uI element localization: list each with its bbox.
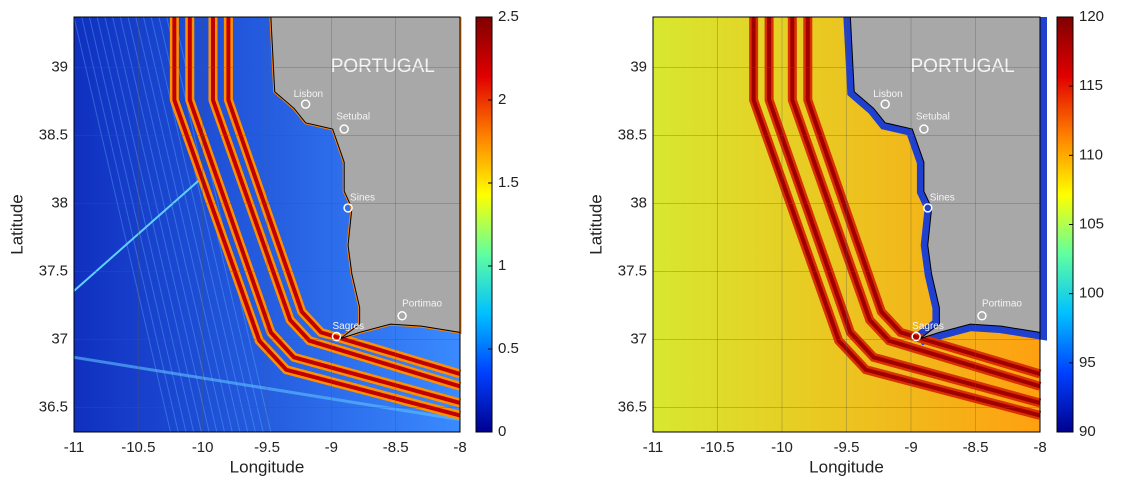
y-tick-label: 38 [630, 194, 647, 211]
colorbar-tick-label: 0.5 [498, 340, 519, 357]
city-label: Setubal [336, 112, 370, 123]
city-marker [880, 99, 890, 109]
x-tick-label: -8 [1033, 439, 1046, 456]
track [112, 16, 210, 433]
shipping-lane [790, 17, 1041, 389]
x-tick-label: -10.5 [700, 439, 734, 456]
x-tick-label: -9 [904, 439, 917, 456]
colorbar-tick-label: 1.5 [498, 174, 519, 191]
colorbar-tick-label: 120 [1079, 8, 1104, 25]
country-label: PORTUGAL [331, 56, 435, 77]
y-tick-label: 39 [630, 58, 647, 75]
shipping-lane [172, 17, 461, 418]
colorbar [475, 16, 493, 433]
city-label: Sines [350, 193, 375, 204]
y-tick-label: 37 [630, 330, 647, 347]
shipping-lane [210, 17, 461, 389]
y-axis-label: Latitude [7, 194, 26, 255]
x-tick-label: -8.5 [383, 439, 409, 456]
colorbar-tick-label: 1 [498, 257, 506, 274]
x-axis-label: Longitude [230, 457, 305, 476]
shipping-lane [751, 17, 1041, 418]
city-marker [923, 203, 933, 213]
track [96, 16, 195, 433]
y-tick-label: 38 [51, 194, 68, 211]
land [270, 16, 461, 340]
land [849, 16, 1041, 340]
shipping-lane [187, 17, 461, 405]
city-label: Sagres [332, 321, 364, 332]
city-marker [331, 331, 342, 342]
colorbar-tick-label: 100 [1079, 285, 1104, 302]
x-tick-label: -10 [192, 439, 214, 456]
x-tick-label: -9.5 [834, 439, 860, 456]
city-marker [339, 124, 349, 134]
colorbar-tick-label: 95 [1079, 354, 1096, 371]
colorbar-tick-label: 2 [498, 91, 506, 108]
city-marker [977, 311, 987, 321]
x-tick-label: -11 [643, 439, 664, 456]
y-tick-label: 38.5 [39, 126, 68, 143]
city-label: Lisbon [294, 89, 323, 100]
track [104, 16, 202, 433]
colorbar-tick-label: 2.5 [498, 8, 519, 25]
y-tick-label: 37 [51, 330, 68, 347]
city-label: Portimao [402, 298, 442, 309]
shipping-lane [805, 17, 1041, 376]
x-tick-label: -9 [325, 439, 338, 456]
frame [73, 16, 461, 433]
x-tick-label: -10.5 [121, 439, 155, 456]
colorbar-tick-label: 105 [1079, 215, 1104, 232]
city-label: Setubal [916, 112, 950, 123]
track [119, 16, 218, 433]
x-tick-label: -8 [453, 439, 466, 456]
x-tick-label: -9.5 [254, 439, 280, 456]
city-marker [397, 311, 407, 321]
shipping-lane [767, 17, 1041, 405]
track [127, 16, 226, 433]
colorbar-tick-label: 115 [1079, 77, 1103, 94]
city-marker [300, 99, 311, 109]
x-tick-label: -11 [64, 439, 85, 456]
y-tick-label: 36.5 [39, 398, 68, 415]
city-label: Sagres [912, 321, 944, 332]
track [73, 16, 171, 433]
track [81, 16, 179, 433]
y-tick-label: 36.5 [618, 398, 647, 415]
y-axis-label: Latitude [586, 194, 605, 255]
y-tick-label: 37.5 [618, 262, 647, 279]
city-marker [919, 124, 929, 134]
city-marker [343, 203, 353, 213]
colorbar-tick-label: 0 [498, 423, 506, 440]
y-tick-label: 39 [51, 58, 68, 75]
x-tick-label: -10 [771, 439, 793, 456]
frame [652, 16, 1041, 433]
track [142, 16, 241, 433]
track [135, 16, 233, 433]
shipping-lane [226, 17, 461, 376]
x-tick-label: -8.5 [963, 439, 989, 456]
country-label: PORTUGAL [911, 56, 1015, 77]
city-marker [911, 331, 921, 342]
y-tick-label: 38.5 [618, 126, 647, 143]
x-axis-label: Longitude [809, 457, 884, 476]
track [88, 16, 187, 433]
city-label: Portimao [982, 298, 1022, 309]
colorbar-tick-label: 90 [1079, 423, 1096, 440]
y-tick-label: 37.5 [39, 262, 68, 279]
city-label: Lisbon [873, 89, 902, 100]
city-label: Sines [930, 193, 955, 204]
track [150, 16, 249, 433]
colorbar-tick-label: 110 [1079, 146, 1103, 163]
